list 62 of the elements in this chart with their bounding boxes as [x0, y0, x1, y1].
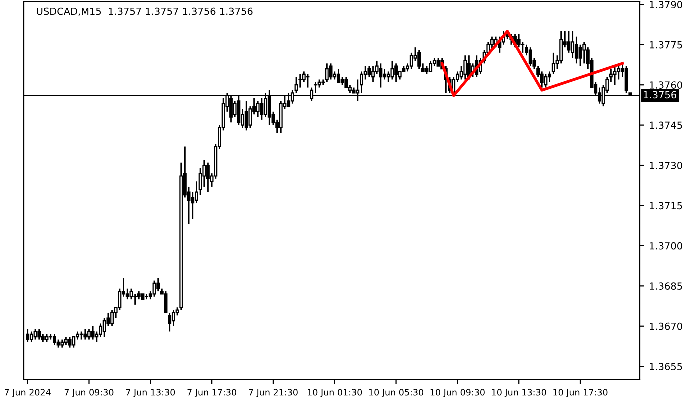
candlestick [325, 62, 329, 84]
candlestick [88, 328, 91, 340]
candlestick [383, 68, 386, 80]
line-series [440, 30, 624, 98]
candlestick [49, 334, 53, 340]
candlestick [528, 46, 532, 68]
x-tick-label: 7 Jun 2024 [5, 389, 51, 398]
candlestick [490, 36, 494, 51]
x-tick-label: 7 Jun 09:30 [64, 389, 114, 398]
candlestick [134, 294, 138, 306]
candlestick [544, 74, 548, 88]
candlestick [84, 328, 88, 340]
candlestick [30, 331, 34, 344]
y-tick-label: 1.3775 [650, 41, 682, 49]
candlestick [418, 50, 422, 70]
candlestick [152, 280, 156, 298]
candlestick [386, 71, 390, 84]
x-tick-label: 10 Jun 09:30 [430, 389, 485, 398]
ref-line-label: 1.3756 [644, 91, 676, 99]
candlestick [110, 310, 114, 328]
candlestick [306, 74, 310, 88]
candlestick [624, 66, 628, 94]
y-tick-label: 1.3700 [650, 242, 682, 250]
candlestick [80, 331, 84, 340]
candlestick [156, 277, 160, 292]
candlestick [390, 60, 394, 80]
candlestick [145, 294, 149, 300]
candlestick [567, 30, 571, 54]
candlestick [91, 326, 95, 340]
y-tick-label: 1.3730 [650, 162, 682, 170]
x-tick-label: 10 Jun 17:30 [554, 389, 608, 398]
x-tick-label: 7 Jun 13:30 [126, 389, 176, 398]
y-tick-label: 1.3685 [650, 282, 682, 290]
y-tick-label: 1.3670 [650, 322, 682, 330]
x-tick-label: 7 Jun 17:30 [188, 389, 236, 398]
y-tick-label: 1.3715 [650, 202, 682, 210]
candlestick [464, 54, 468, 80]
candlestick [68, 336, 72, 349]
candlestick [521, 42, 525, 54]
candlestick [244, 100, 248, 132]
candlestick [256, 100, 260, 118]
candlestick [38, 328, 42, 340]
y-tick-label: 1.3790 [650, 1, 682, 9]
y-tick-label: 1.3760 [650, 82, 682, 89]
x-tick-label: 7 Jun 21:30 [249, 389, 298, 398]
candlestick [613, 66, 617, 86]
candlestick [429, 60, 433, 72]
candlestick [172, 310, 176, 328]
candlestick [34, 328, 38, 340]
x-tick-label: 10 Jun 05:30 [369, 389, 424, 398]
x-tick-label: 10 Jun 13:30 [492, 389, 546, 398]
y-tick-label: 1.3655 [650, 363, 682, 370]
candlestick [260, 98, 264, 121]
x-tick-label: 10 Jun 01:30 [308, 389, 362, 398]
text: USDCAD,M15 1.3757 1.3757 1.3756 1.3756 [37, 8, 253, 16]
candlestick [379, 62, 383, 88]
candlestick [337, 68, 340, 84]
candlestick [206, 162, 210, 194]
y-tick-label: 1.3745 [650, 122, 682, 130]
candlestick [53, 334, 56, 346]
candlestick [578, 44, 582, 68]
candlestick [394, 62, 398, 84]
